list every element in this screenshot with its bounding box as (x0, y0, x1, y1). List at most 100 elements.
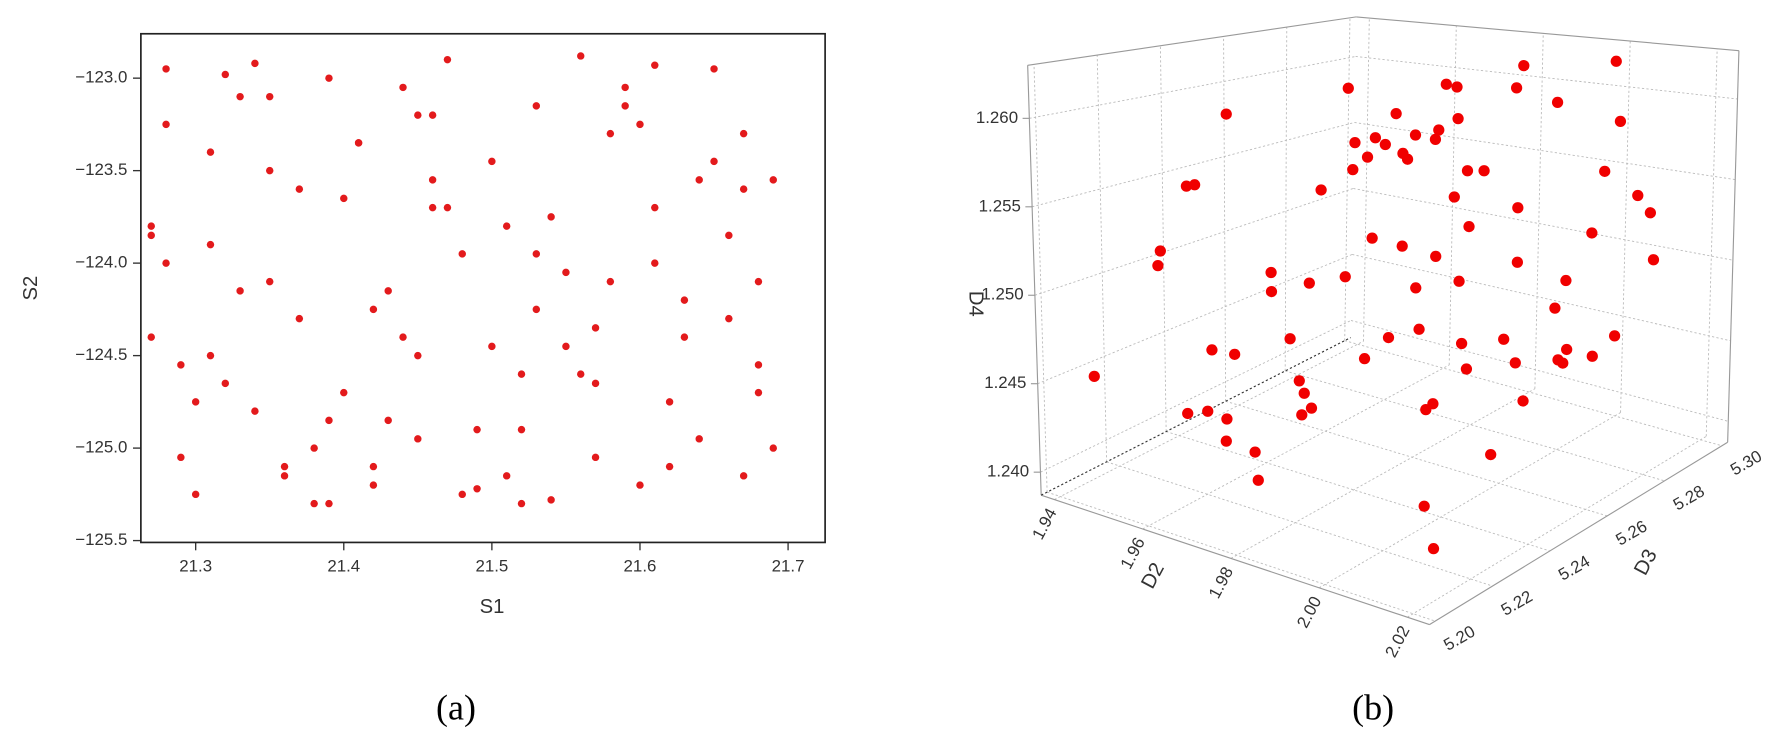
point (206, 148, 215, 156)
grid-line (1534, 33, 1544, 389)
point (1427, 543, 1440, 555)
point (1647, 254, 1660, 266)
point (1390, 107, 1402, 120)
point (1396, 240, 1408, 252)
point (502, 222, 511, 230)
point (769, 444, 777, 452)
point (1461, 165, 1474, 177)
point (1517, 395, 1529, 407)
grid-line (1142, 364, 1450, 530)
point (636, 481, 644, 489)
point (162, 65, 170, 73)
point (591, 324, 600, 332)
x-tick-label: 1.94 (1028, 505, 1060, 543)
point (384, 287, 392, 295)
point (443, 55, 452, 64)
grid-line (1355, 56, 1738, 100)
point (591, 379, 600, 388)
point (1182, 407, 1194, 420)
point (206, 351, 215, 360)
grid-line (1159, 45, 1167, 432)
z-tick-label: 1.240 (987, 462, 1029, 481)
point (725, 231, 733, 240)
point (1586, 227, 1598, 239)
point (428, 111, 437, 119)
point (1440, 78, 1452, 90)
grid-line (1225, 400, 1608, 517)
point (695, 435, 703, 443)
point (295, 185, 304, 193)
y-tick-label: 5.26 (1612, 517, 1650, 550)
point (1512, 202, 1524, 214)
grid-line (1230, 388, 1536, 559)
point (1430, 250, 1442, 262)
y-tick-label: −125.5 (75, 530, 127, 549)
point (680, 296, 689, 304)
point (354, 139, 363, 147)
point (340, 194, 348, 203)
point (1303, 277, 1315, 289)
point (414, 111, 422, 119)
grid-line (1705, 48, 1718, 437)
point (1549, 302, 1561, 314)
point (473, 425, 481, 434)
point (710, 65, 718, 73)
point (532, 250, 541, 258)
point (1088, 370, 1100, 383)
point (236, 287, 244, 295)
grid-line (1344, 340, 1723, 447)
point (1366, 232, 1378, 244)
x-axis-title: S1 (480, 596, 505, 618)
point (266, 92, 274, 101)
point (1644, 207, 1657, 219)
point (591, 453, 600, 462)
point (399, 83, 407, 92)
point (1221, 413, 1233, 425)
point (1188, 179, 1201, 191)
y-tick-label: −124.0 (75, 253, 127, 272)
y-axis-title: S2 (20, 276, 42, 301)
point (325, 74, 333, 82)
point (369, 305, 378, 314)
point (532, 305, 541, 314)
point (147, 231, 155, 240)
x-tick-label: 21.6 (624, 557, 657, 576)
point (266, 166, 274, 175)
point (177, 361, 185, 369)
point (1561, 343, 1573, 356)
point (502, 472, 511, 480)
point (1349, 136, 1361, 149)
point (532, 102, 541, 110)
point (1382, 331, 1395, 344)
grid-line (1054, 340, 1364, 500)
grid-line (1223, 36, 1227, 402)
grid-line (1106, 461, 1493, 587)
point (147, 333, 155, 341)
point (369, 462, 378, 471)
point (1608, 330, 1621, 342)
point (473, 485, 481, 493)
y-axis-title: D3 (1630, 546, 1662, 579)
point (606, 129, 615, 138)
point (1342, 82, 1354, 94)
y-tick-label: −125.0 (75, 438, 127, 457)
x-tick-label: 21.3 (179, 557, 212, 576)
point (769, 176, 777, 184)
point (1152, 260, 1164, 272)
point (621, 83, 629, 92)
x-tick-label: 21.5 (475, 557, 508, 576)
axis-line (1040, 337, 1351, 496)
point (621, 102, 629, 110)
point (488, 342, 496, 351)
point (251, 59, 259, 68)
grid-line (1033, 64, 1048, 493)
x-tick-label: 2.00 (1293, 593, 1325, 631)
point (1249, 446, 1261, 458)
point (147, 222, 155, 230)
point (1511, 256, 1523, 268)
grid-line (1407, 435, 1707, 618)
y-tick-label: −124.5 (75, 345, 127, 364)
grid-line (1350, 320, 1729, 422)
point (1154, 245, 1166, 257)
grid-line (1037, 254, 1353, 385)
